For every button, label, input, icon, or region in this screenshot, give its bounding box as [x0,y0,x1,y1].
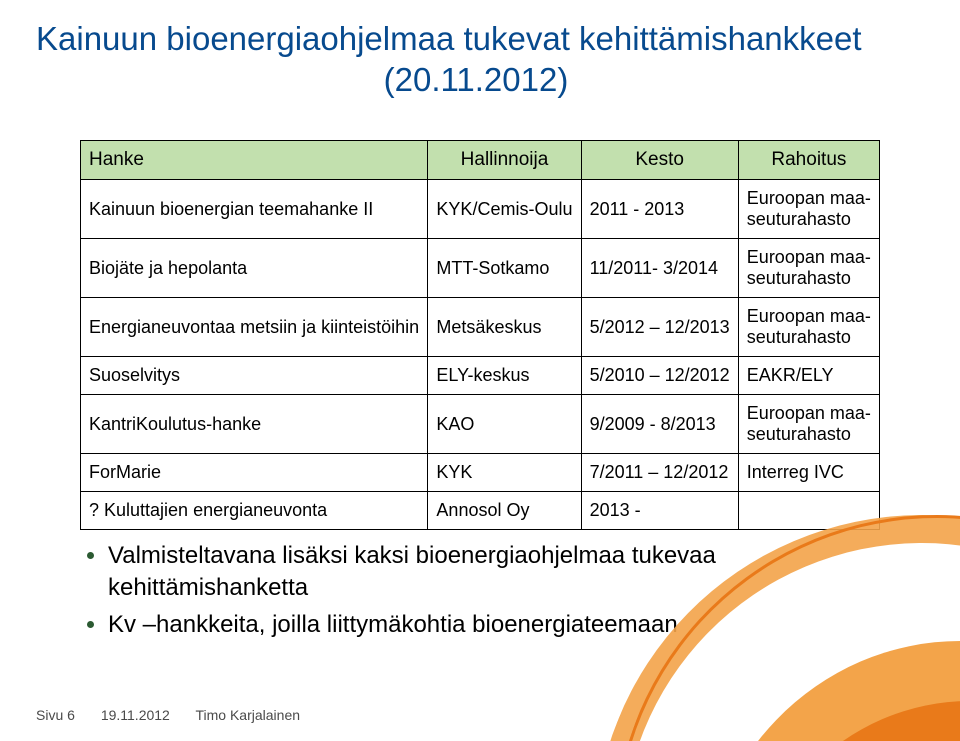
cell: MTT-Sotkamo [428,239,581,298]
cell: Interreg IVC [738,454,879,492]
cell: 2013 - [581,492,738,530]
table-row: KantriKoulutus-hanke KAO 9/2009 - 8/2013… [81,395,880,454]
footer-author: Timo Karjalainen [195,707,300,723]
table-row: ? Kuluttajien energianeuvonta Annosol Oy… [81,492,880,530]
cell: Energianeuvontaa metsiin ja kiinteistöih… [81,298,428,357]
cell: 11/2011- 3/2014 [581,239,738,298]
cell: Euroopan maa-seuturahasto [738,298,879,357]
cell: 7/2011 – 12/2012 [581,454,738,492]
projects-table-wrap: Hanke Hallinnoija Kesto Rahoitus Kainuun… [80,140,880,530]
projects-table: Hanke Hallinnoija Kesto Rahoitus Kainuun… [80,140,880,530]
cell: KantriKoulutus-hanke [81,395,428,454]
cell: Annosol Oy [428,492,581,530]
cell: Suoselvitys [81,357,428,395]
cell: Biojäte ja hepolanta [81,239,428,298]
table-row: Suoselvitys ELY-keskus 5/2010 – 12/2012 … [81,357,880,395]
slide-title: Kainuun bioenergiaohjelmaa tukevat kehit… [36,18,916,101]
table-row: Kainuun bioenergian teemahanke II KYK/Ce… [81,180,880,239]
footer-date: 19.11.2012 [101,707,170,723]
table-row: Energianeuvontaa metsiin ja kiinteistöih… [81,298,880,357]
cell: KYK [428,454,581,492]
table-body: Kainuun bioenergian teemahanke II KYK/Ce… [81,180,880,530]
table-header-row: Hanke Hallinnoija Kesto Rahoitus [81,141,880,180]
cell: 5/2010 – 12/2012 [581,357,738,395]
title-line2: (20.11.2012) [36,59,916,100]
col-kesto: Kesto [581,141,738,180]
slide: Kainuun bioenergiaohjelmaa tukevat kehit… [0,0,960,741]
cell: Euroopan maa-seuturahasto [738,239,879,298]
cell: Kainuun bioenergian teemahanke II [81,180,428,239]
footer-page: Sivu 6 [36,707,75,723]
cell: KAO [428,395,581,454]
cell: Euroopan maa-seuturahasto [738,395,879,454]
col-rahoitus: Rahoitus [738,141,879,180]
cell: ? Kuluttajien energianeuvonta [81,492,428,530]
col-hallinnoija: Hallinnoija [428,141,581,180]
col-hanke: Hanke [81,141,428,180]
table-row: ForMarie KYK 7/2011 – 12/2012 Interreg I… [81,454,880,492]
cell: ForMarie [81,454,428,492]
cell: 5/2012 – 12/2013 [581,298,738,357]
cell: 9/2009 - 8/2013 [581,395,738,454]
title-line1: Kainuun bioenergiaohjelmaa tukevat kehit… [36,20,862,57]
cell: Metsäkeskus [428,298,581,357]
cell: EAKR/ELY [738,357,879,395]
cell: 2011 - 2013 [581,180,738,239]
slide-footer: Sivu 6 19.11.2012 Timo Karjalainen [36,707,322,723]
cell: Euroopan maa-seuturahasto [738,180,879,239]
table-row: Biojäte ja hepolanta MTT-Sotkamo 11/2011… [81,239,880,298]
cell: ELY-keskus [428,357,581,395]
cell: KYK/Cemis-Oulu [428,180,581,239]
